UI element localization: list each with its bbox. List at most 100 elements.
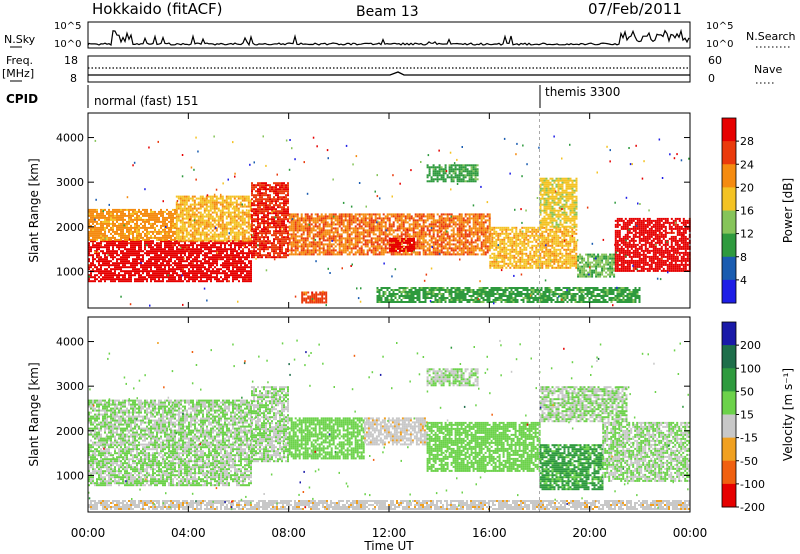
nave-tick-bottom: 0 — [708, 72, 715, 85]
power-echo-region — [389, 237, 415, 252]
velocity-echo-region — [88, 399, 252, 446]
nave-tick-top: 60 — [708, 54, 722, 67]
velocity-echo-region — [288, 417, 365, 460]
cpid-strip: CPID normal (fast) 151 themis 3300 — [6, 85, 620, 108]
freq-strip: Freq. [MHz] 18 8 60 0 Nave — [2, 54, 782, 85]
velocity-y-tick-label: 4000 — [56, 336, 84, 349]
cpid-mode-normal: normal (fast) 151 — [94, 94, 198, 108]
velocity-scatter-echoes — [88, 339, 689, 511]
velocity-colorbar-swatch — [722, 414, 736, 439]
power-colorbar-tick-label: 12 — [740, 228, 754, 241]
power-colorbar-tick-label: 8 — [740, 251, 747, 264]
freq-tick-bottom: 8 — [70, 72, 77, 85]
velocity-colorbar-swatch — [722, 391, 736, 415]
velocity-y-axis-label: Slant Range [km] — [27, 362, 41, 466]
nsky-label: N.Sky — [4, 33, 36, 46]
power-echo-region — [614, 217, 691, 272]
nsky-tick-bottom: 10^0 — [54, 39, 81, 50]
power-colorbar-tick-label: 28 — [740, 135, 754, 148]
velocity-colorbar-swatch — [722, 322, 736, 346]
power-echo-region — [577, 253, 616, 278]
velocity-echo-region — [251, 386, 289, 463]
power-echo-region — [376, 287, 641, 303]
beam-title: Beam 13 — [356, 4, 419, 20]
power-y-tick-label: 3000 — [56, 176, 84, 189]
power-echo-region — [301, 291, 328, 304]
time-tick-label: 04:00 — [171, 526, 206, 540]
velocity-colorbar-tick-label: -200 — [740, 501, 765, 514]
power-y-tick-label: 4000 — [56, 132, 84, 145]
power-colorbar-tick-label: 20 — [740, 181, 754, 194]
cpid-label: CPID — [6, 92, 38, 106]
time-axis: 00:00 04:00 08:00 12:00 16:00 20:00 00:00 — [71, 526, 708, 540]
power-scatter-echoes — [88, 135, 690, 307]
power-y-axis-label: Slant Range [km] — [27, 158, 41, 262]
velocity-colorbar-swatch — [722, 368, 736, 392]
power-y-tick-label: 1000 — [56, 265, 84, 278]
nsky-strip: N.Sky 10^5 10^0 10^5 10^0 N.Search — [4, 21, 796, 50]
velocity-colorbar-tick-label: -50 — [740, 455, 758, 468]
power-colorbar-swatch — [722, 118, 736, 142]
power-y-tick-label: 2000 — [56, 221, 84, 234]
power-colorbar-swatch — [722, 210, 736, 235]
time-axis-label: Time UT — [363, 539, 414, 553]
velocity-y-tick-label: 2000 — [56, 425, 84, 438]
station-title: Hokkaido (fitACF) — [92, 0, 223, 18]
power-echoes — [88, 164, 691, 304]
power-colorbar-swatch — [722, 256, 736, 281]
cpid-mode-themis: themis 3300 — [545, 85, 620, 99]
velocity-colorbar-label: Velocity [m s⁻¹] — [781, 368, 795, 461]
velocity-colorbar-swatch — [722, 483, 736, 508]
power-panel: 1000 2000 3000 4000 Slant Range [km] 4 8 12 16 20… — [27, 112, 795, 309]
power-colorbar-tick-label: 16 — [740, 205, 754, 218]
time-tick-label: 16:00 — [472, 526, 507, 540]
nsearch-tick-bottom: 10^0 — [706, 39, 733, 50]
nsky-frame — [87, 21, 691, 49]
power-echo-region — [175, 195, 252, 242]
nsearch-label: N.Search — [746, 30, 796, 43]
nsky-tick-top: 10^5 — [54, 21, 81, 32]
velocity-colorbar-tick-label: -100 — [740, 478, 765, 491]
velocity-echo-region — [363, 417, 428, 446]
freq-frame — [87, 55, 691, 83]
power-colorbar-tick-label: 4 — [740, 274, 747, 287]
nsky-trace — [87, 28, 690, 47]
velocity-y-tick-label: 1000 — [56, 469, 84, 482]
velocity-y-tick-label: 3000 — [56, 380, 84, 393]
time-tick-label: 00:00 — [71, 526, 106, 540]
freq-tick-top: 18 — [64, 54, 78, 67]
time-tick-label: 00:00 — [673, 526, 708, 540]
power-echo-region — [88, 240, 252, 283]
velocity-colorbar-tick-label: 200 — [740, 339, 761, 352]
velocity-echo-region — [602, 421, 691, 482]
nave-label: Nave — [754, 63, 782, 76]
date-title: 07/Feb/2011 — [588, 0, 682, 18]
velocity-colorbar-tick-label: 50 — [740, 385, 754, 398]
velocity-colorbar: 200 100 50 15 -15 -50 -100 -200 Velocity [m s⁻¹] — [721, 321, 795, 514]
velocity-panel: 1000 2000 3000 4000 Slant Range [km] 200 100 50… — [27, 316, 795, 514]
power-colorbar: 4 8 12 16 20 24 28 Power [dB] — [721, 117, 795, 304]
power-echo-region — [489, 226, 578, 269]
freq-trace — [88, 71, 690, 76]
velocity-colorbar-tick-label: 100 — [740, 362, 761, 375]
power-colorbar-swatch — [722, 164, 736, 188]
power-echo-region — [426, 164, 479, 183]
power-colorbar-label: Power [dB] — [781, 178, 795, 243]
time-tick-label: 08:00 — [271, 526, 306, 540]
power-colorbar-swatch — [722, 187, 736, 211]
time-tick-label: 12:00 — [372, 526, 407, 540]
velocity-echo-region — [88, 500, 690, 510]
power-colorbar-swatch — [722, 141, 736, 165]
velocity-echo-region — [426, 368, 479, 387]
power-colorbar-swatch — [722, 279, 736, 304]
velocity-echo-region — [539, 386, 628, 423]
power-echo-region — [251, 182, 289, 259]
power-echo-region — [539, 177, 578, 228]
freq-label-1: Freq. — [6, 54, 33, 67]
power-colorbar-tick-label: 24 — [740, 158, 754, 171]
power-colorbar-swatch — [722, 233, 736, 258]
freq-label-2: [MHz] — [2, 67, 34, 80]
velocity-colorbar-swatch — [722, 460, 736, 485]
velocity-colorbar-swatch — [722, 345, 736, 369]
